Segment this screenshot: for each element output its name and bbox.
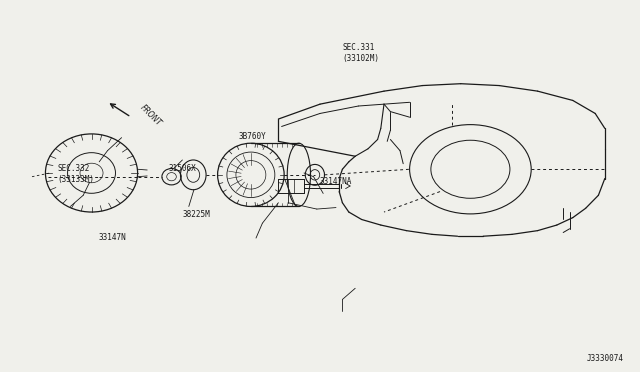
Text: SEC.331
(33102M): SEC.331 (33102M) <box>342 43 380 63</box>
Text: 31506X: 31506X <box>168 164 196 173</box>
Text: J3330074: J3330074 <box>587 354 624 363</box>
Text: 33147NA: 33147NA <box>320 177 353 186</box>
Text: 3B760Y: 3B760Y <box>239 132 267 141</box>
Text: SEC.332
(33133M): SEC.332 (33133M) <box>58 164 95 184</box>
Text: FRONT: FRONT <box>139 103 164 128</box>
Text: 33147N: 33147N <box>98 232 126 241</box>
Text: 38225M: 38225M <box>182 210 210 219</box>
